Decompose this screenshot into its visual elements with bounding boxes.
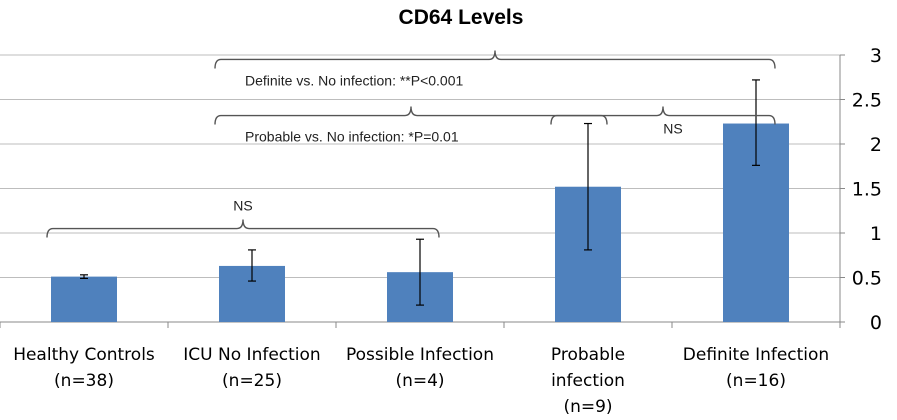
category-label: Definite Infection (n=16) — [683, 345, 829, 391]
category-labels: Healthy Controls (n=38) ICU No Infection (n… — [13, 345, 829, 417]
error-bar — [80, 274, 88, 279]
y-tick-label: 0 — [870, 312, 882, 334]
significance-brace: Definite vs. No infection: **P<0.001 — [214, 50, 776, 88]
significance-brace: NS — [46, 198, 440, 238]
y-tick-label: 1 — [870, 223, 882, 245]
brace-path — [214, 106, 608, 125]
annotation-label: NS — [663, 121, 682, 137]
bar — [51, 276, 117, 322]
y-tick-labels: 0 0.5 1 1.5 2 2.5 3 — [852, 45, 882, 334]
y-tick-label: 0.5 — [852, 268, 882, 290]
gridlines — [0, 54, 840, 278]
significance-brace: Probable vs. No infection: *P=0.01 — [214, 106, 608, 145]
brace-path — [214, 50, 776, 69]
category-label: ICU No Infection (n=25) — [183, 345, 320, 391]
brace-path — [46, 219, 440, 238]
y-tick-label: 2 — [870, 134, 882, 156]
annotation-label: Probable vs. No infection: *P=0.01 — [245, 129, 459, 145]
error-bar — [752, 79, 760, 166]
error-bar — [248, 249, 256, 282]
error-bar — [416, 238, 424, 306]
significance-brace: NS — [550, 106, 776, 137]
brace-path — [550, 106, 776, 125]
y-tick-label: 2.5 — [852, 90, 882, 112]
chart-title: CD64 Levels — [399, 6, 524, 29]
significance-annotations: Definite vs. No infection: **P<0.001 Prob… — [46, 50, 776, 238]
category-label: Possible Infection (n=4) — [346, 345, 494, 391]
error-bar — [584, 122, 592, 251]
y-tick-label: 1.5 — [852, 179, 882, 201]
category-label: Probable infection (n=9) — [551, 345, 625, 417]
y-tick-label: 3 — [870, 45, 882, 67]
error-bars — [80, 79, 760, 306]
category-label: Healthy Controls (n=38) — [13, 345, 155, 391]
annotation-label: Definite vs. No infection: **P<0.001 — [245, 72, 464, 88]
annotation-label: NS — [233, 198, 252, 214]
